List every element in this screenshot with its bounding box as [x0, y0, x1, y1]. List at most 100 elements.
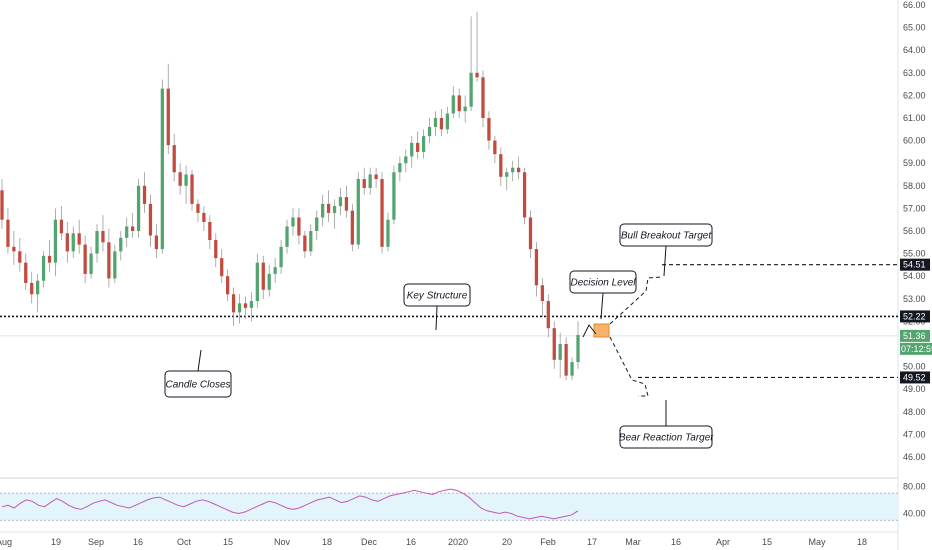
time-tick-label: 19: [51, 537, 61, 547]
time-axis[interactable]: Aug19Sep16Oct15Nov18Dec16202020Feb17Mar1…: [0, 537, 867, 547]
price-badge-bg: [900, 329, 930, 342]
candle: [416, 131, 420, 159]
candle-body-up: [291, 217, 295, 227]
candle-body-down: [487, 118, 491, 141]
countdown-badge: 07:12:59: [900, 342, 932, 355]
candle-body-down: [190, 174, 194, 204]
candle-body-down: [154, 235, 159, 250]
callout-decision-level: Decision Level: [569, 270, 637, 320]
candle: [12, 231, 16, 265]
candle-body-down: [516, 167, 521, 173]
candle-body-up: [368, 174, 372, 189]
candle: [190, 169, 194, 211]
price-tick-label: 60.00: [903, 136, 926, 146]
candle-body-up: [421, 136, 426, 152]
candle-body-down: [534, 249, 539, 286]
candle: [208, 215, 212, 250]
candle: [6, 208, 10, 254]
candle: [457, 88, 461, 118]
candle: [119, 231, 123, 261]
price-badge-text: 54.51: [903, 260, 926, 270]
candle: [552, 321, 556, 369]
candle: [540, 278, 545, 317]
candle: [107, 228, 111, 288]
candle: [332, 199, 337, 229]
price-tick-label: 58.00: [903, 181, 926, 191]
candle-body-down: [6, 219, 10, 247]
candle-body-up: [89, 253, 93, 274]
candle-body-down: [65, 233, 69, 252]
candle-body-up: [113, 251, 117, 279]
candle-body-down: [380, 179, 384, 247]
candle: [546, 294, 550, 338]
candle-body-up: [125, 226, 129, 238]
candle: [392, 165, 396, 225]
candle-body-down: [457, 95, 461, 112]
candle-body-down: [47, 255, 52, 263]
candle: [178, 163, 182, 195]
candle: [71, 226, 75, 259]
candle-body-down: [416, 142, 420, 152]
candle: [160, 79, 164, 254]
callout-label: Key Structure: [407, 291, 468, 302]
price-tick-label: 61.00: [903, 113, 926, 123]
price-tick-label: 59.00: [903, 158, 926, 168]
candle-body-up: [427, 127, 432, 137]
candle: [374, 167, 378, 189]
candle-body-up: [463, 106, 467, 112]
candle-body-down: [481, 77, 485, 118]
callout-bull-breakout: Bull Breakout Target: [619, 223, 713, 277]
time-tick-label: 15: [762, 537, 772, 547]
candle-body-up: [451, 95, 455, 114]
candle-body-down: [540, 285, 545, 302]
candle: [493, 136, 497, 164]
candle-body-up: [398, 163, 402, 173]
candle-body-up: [386, 219, 390, 247]
rsi-tick-label: 80.00: [903, 481, 926, 491]
candle: [516, 156, 521, 180]
candle: [273, 258, 277, 283]
price-tick-label: 63.00: [903, 68, 926, 78]
time-tick-label: Oct: [177, 537, 192, 547]
projection-paths: [582, 276, 663, 397]
candle-body-down: [522, 172, 527, 218]
level-badge: 49.52: [900, 371, 930, 384]
price-tick-label: 64.00: [903, 45, 926, 55]
time-tick-label: Feb: [540, 537, 556, 547]
candle-body-down: [178, 172, 182, 186]
candle-body-down: [12, 246, 16, 252]
candle: [166, 63, 170, 155]
candle-body-down: [83, 244, 87, 274]
candle-body-down: [172, 145, 176, 173]
candle: [202, 206, 206, 231]
price-axis[interactable]: 66.00 65.00 64.00 63.00 62.00 61.00 60.00 59.00…: [900, 0, 932, 518]
candle: [356, 172, 360, 250]
candle: [243, 296, 248, 320]
candle: [433, 111, 438, 137]
price-tick-label: 65.00: [903, 23, 926, 33]
candle-body-down: [101, 231, 105, 243]
candle-body-down: [499, 154, 503, 177]
candle-body-down: [552, 328, 556, 360]
price-tick-label: 57.00: [903, 203, 926, 213]
candle-body-down: [493, 140, 497, 155]
callout-box: [619, 223, 713, 247]
candle: [439, 108, 444, 137]
callout-box: [569, 270, 637, 294]
candle: [499, 147, 503, 186]
candle-body-up: [433, 118, 438, 128]
annotation-callouts: Candle Closes Key Structure Decision Level…: [164, 223, 714, 449]
callout-label: Bear Reaction Target: [619, 433, 714, 444]
price-tick-label: 48.00: [903, 407, 926, 417]
time-tick-label: 2020: [448, 537, 468, 547]
candle: [469, 16, 473, 112]
rsi-band-fill: [0, 493, 898, 521]
rsi-tick-label: 40.00: [903, 508, 926, 518]
countdown-badge-bg: [900, 342, 932, 355]
callout-pointer: [663, 245, 667, 277]
candle-body-down: [148, 203, 153, 236]
candle: [463, 95, 467, 123]
candle: [321, 194, 325, 227]
time-tick-label: Nov: [274, 537, 291, 547]
